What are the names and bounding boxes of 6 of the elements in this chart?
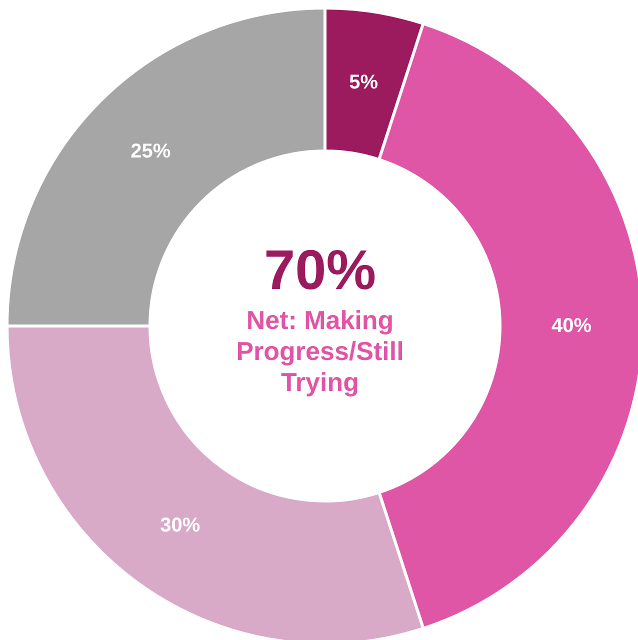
text: 70% <box>262 237 378 303</box>
data-label: 30% <box>160 514 200 536</box>
text: Net: Making Progress/Still Trying <box>235 305 405 398</box>
data-label: 5% <box>349 72 378 94</box>
data-label: 25% <box>130 140 171 163</box>
data-label: 40% <box>551 315 592 337</box>
